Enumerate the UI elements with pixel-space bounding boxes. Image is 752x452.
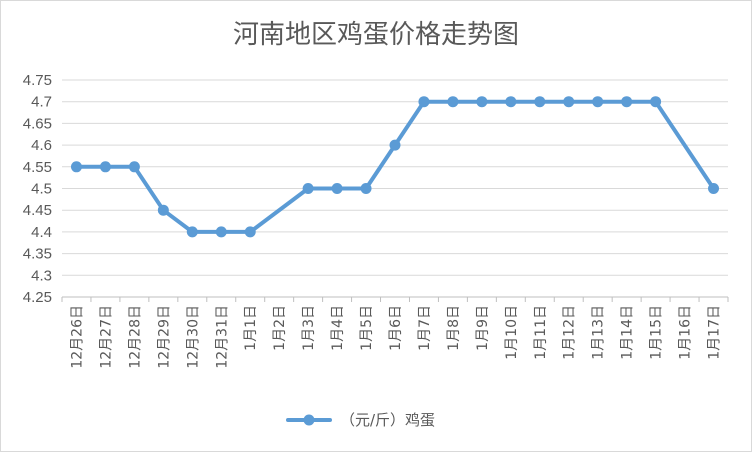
- x-tick-label: 1月10日: [504, 305, 520, 360]
- y-tick-label: 4.3: [31, 267, 52, 284]
- x-tick-label: 1月16日: [678, 305, 694, 360]
- data-point: [592, 96, 604, 108]
- x-tick-label: 1月2日: [272, 305, 288, 351]
- data-point: [360, 183, 372, 194]
- x-tick-label: 1月5日: [359, 305, 375, 351]
- gridlines: [62, 79, 728, 298]
- y-tick-label: 4.75: [23, 72, 52, 89]
- legend-label: （元/斤）鸡蛋: [340, 411, 435, 429]
- x-tick-label: 12月30日: [185, 305, 201, 369]
- data-point: [128, 161, 140, 173]
- data-point: [505, 96, 517, 108]
- x-tick-label: 12月26日: [69, 305, 85, 369]
- x-tick-label: 12月29日: [156, 305, 172, 369]
- series-line-layer: [70, 96, 720, 238]
- x-tick-label: 1月9日: [475, 305, 491, 351]
- data-point: [331, 183, 343, 194]
- x-tick-label: 1月1日: [243, 305, 259, 351]
- x-tick-label: 1月14日: [620, 305, 636, 360]
- x-tick-label: 1月3日: [301, 305, 317, 351]
- x-tick-label: 1月8日: [446, 305, 462, 351]
- data-point: [563, 96, 575, 108]
- data-point: [157, 204, 169, 216]
- legend-marker-swatch: [303, 414, 315, 426]
- y-tick-label: 4.6: [31, 137, 52, 154]
- x-tick-label: 1月7日: [417, 305, 433, 351]
- data-point: [70, 161, 82, 173]
- y-axis-ticks: 4.25 4.3 4.35 4.4 4.45 4.5 4.55 4.6 4.65 4.7 4.75: [23, 72, 52, 306]
- x-tick-label: 1月6日: [388, 305, 404, 351]
- y-tick-label: 4.45: [23, 202, 52, 219]
- y-tick-label: 4.55: [23, 159, 52, 176]
- data-point: [99, 161, 111, 173]
- y-tick-label: 4.4: [31, 224, 52, 241]
- data-point: [447, 96, 459, 108]
- x-tick-label: 1月17日: [707, 305, 723, 360]
- x-tick-label: 1月13日: [591, 305, 607, 360]
- y-tick-label: 4.35: [23, 246, 52, 263]
- data-point: [418, 96, 430, 108]
- x-axis: 12月26日 12月27日 12月28日 12月29日 12月30日 12月31日 1月1日…: [61, 296, 729, 369]
- data-point: [302, 183, 314, 194]
- y-tick-label: 4.5: [31, 181, 52, 198]
- x-tick-label: 1月12日: [562, 305, 578, 360]
- x-tick-label: 12月31日: [214, 305, 230, 369]
- y-tick-label: 4.25: [23, 289, 52, 306]
- legend: （元/斤）鸡蛋: [286, 411, 435, 429]
- x-tick-label: 1月11日: [533, 305, 549, 360]
- data-point: [244, 226, 256, 238]
- chart-title: 河南地区鸡蛋价格走势图: [232, 20, 519, 50]
- data-point: [650, 96, 662, 108]
- data-point: [389, 139, 401, 151]
- y-tick-label: 4.7: [31, 94, 52, 111]
- x-tick-label: 12月28日: [127, 305, 143, 369]
- y-tick-label: 4.65: [23, 115, 52, 132]
- data-point: [186, 226, 198, 238]
- data-point: [534, 96, 546, 108]
- data-point: [708, 183, 720, 194]
- data-point: [215, 226, 227, 238]
- x-tick-label: 1月4日: [330, 305, 346, 351]
- data-point: [621, 96, 633, 108]
- data-point: [476, 96, 488, 108]
- x-tick-label: 12月27日: [98, 305, 114, 369]
- x-tick-label: 1月15日: [649, 305, 665, 360]
